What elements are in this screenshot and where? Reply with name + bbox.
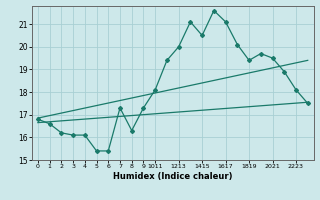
- X-axis label: Humidex (Indice chaleur): Humidex (Indice chaleur): [113, 172, 233, 181]
